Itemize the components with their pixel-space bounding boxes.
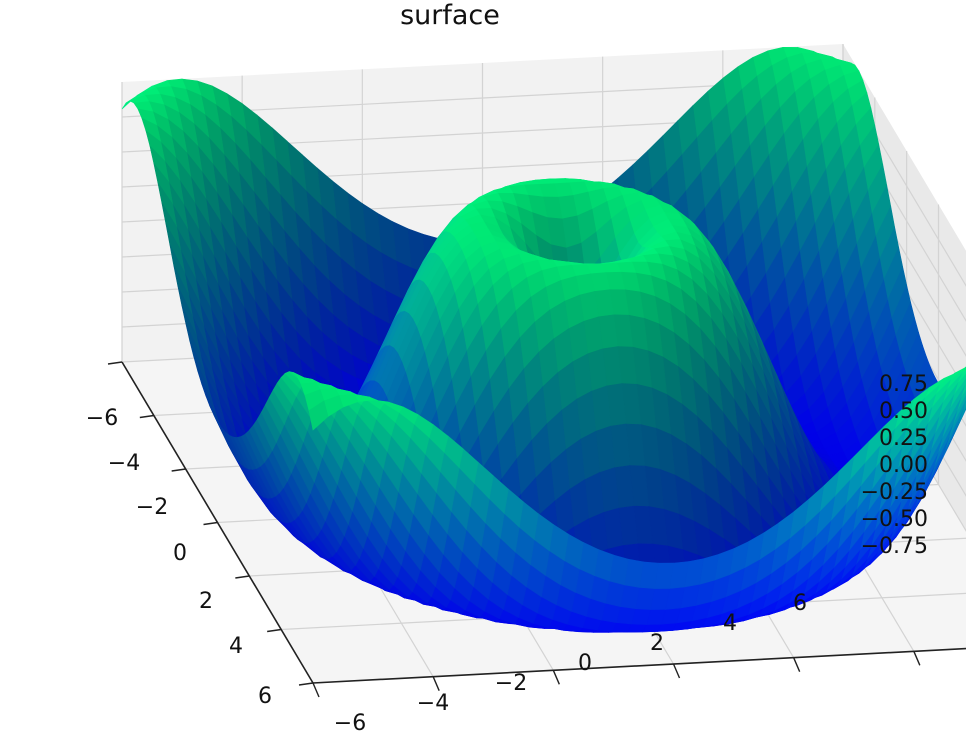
y-tick [171, 468, 186, 472]
z-tick-label: −0.75 [861, 534, 928, 559]
x-tick [672, 663, 681, 679]
y-tick [203, 521, 218, 526]
x-tick [552, 670, 560, 685]
surface-mesh [121, 46, 966, 633]
x-tick-label: 2 [650, 631, 664, 656]
x-tick-label: 0 [578, 651, 592, 676]
y-tick-label: 4 [229, 634, 243, 659]
y-tick [107, 361, 123, 365]
y-tick-label: −4 [108, 451, 140, 476]
axis-lines [107, 361, 966, 698]
z-tick-label: 0.00 [879, 453, 928, 478]
x-tick-label: −2 [495, 671, 527, 696]
x-tick [432, 676, 440, 691]
x-tick [312, 682, 320, 698]
y-tick-label: −6 [86, 406, 118, 431]
z-tick-label: −0.25 [861, 480, 928, 505]
z-tick-label: 0.50 [879, 399, 928, 424]
x-tick-label: −6 [334, 711, 366, 736]
x-tick [913, 651, 921, 666]
x-tick [793, 657, 801, 672]
y-tick-label: 0 [173, 541, 187, 566]
x-tick-label: −4 [417, 691, 449, 716]
z-tick-label: 0.75 [879, 372, 928, 397]
z-tick-label: −0.50 [861, 507, 928, 532]
surface-facet [308, 400, 329, 431]
x-tick-label: 6 [793, 591, 807, 616]
y-tick [298, 682, 314, 686]
x-tick-label: 4 [723, 611, 737, 636]
tick-labels: −6 −4 −2 0 2 4 6 −6 −4 −2 0 2 4 6 0.75 0… [86, 372, 928, 736]
z-tick-label: 0.25 [879, 426, 928, 451]
y-tick [235, 575, 250, 579]
chart-title: surface [400, 0, 500, 31]
y-tick [139, 414, 154, 419]
y-tick [267, 628, 282, 633]
y-tick-label: −2 [136, 495, 168, 520]
y-tick-label: 2 [199, 589, 213, 614]
y-tick-label: 6 [258, 684, 272, 709]
